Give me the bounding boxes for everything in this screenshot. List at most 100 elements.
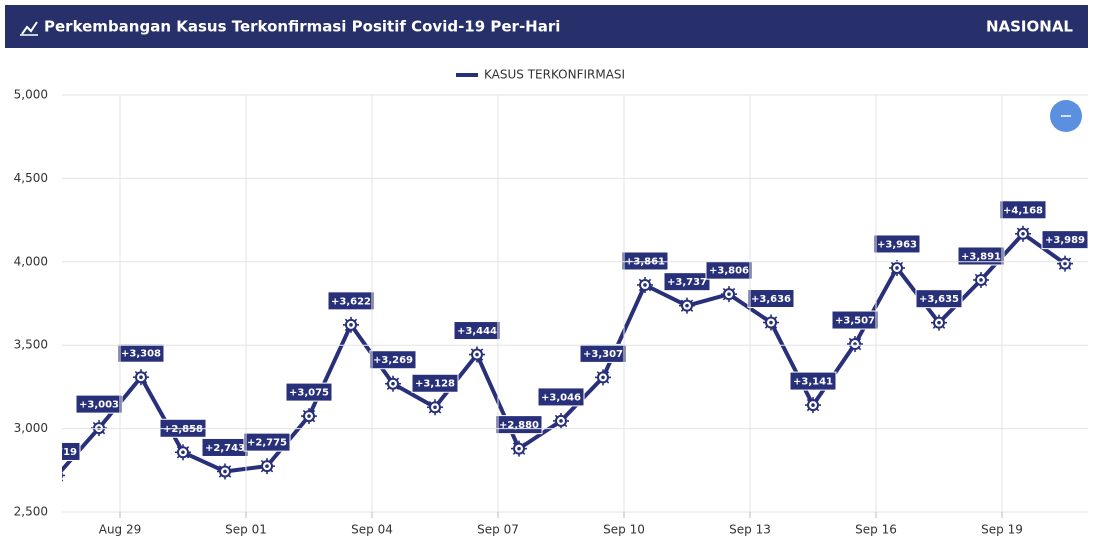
y-tick-label: 4,500 (14, 171, 48, 185)
data-label-box (411, 373, 459, 393)
data-label-box (915, 289, 963, 309)
marker-core (727, 292, 731, 296)
virus-marker (51, 469, 65, 482)
data-label-box (999, 200, 1047, 220)
data-label-box (75, 394, 123, 414)
data-label: +3,891 (961, 251, 1001, 262)
virus-marker (721, 286, 737, 303)
data-label: +2,880 (499, 420, 539, 431)
header-title: Perkembangan Kasus Terkonfirmasi Positif… (44, 18, 560, 36)
virus-marker (889, 259, 905, 276)
x-tick-label: Aug 29 (99, 523, 142, 537)
marker-spike (62, 469, 64, 472)
data-label-box (873, 234, 921, 254)
y-tick-label: 3,000 (14, 421, 48, 435)
data-label: +3,307 (583, 349, 623, 360)
legend-label: KASUS TERKONFIRMASI (484, 68, 625, 82)
marker-core (265, 464, 269, 468)
data-label-box (285, 382, 333, 402)
virus-marker (91, 420, 107, 437)
marker-core (643, 283, 647, 287)
marker-core (895, 266, 899, 270)
virus-marker (217, 463, 233, 480)
virus-marker (511, 440, 527, 457)
data-label-box (663, 272, 711, 292)
data-label: +3,989 (1045, 235, 1085, 246)
data-label-box (495, 415, 543, 435)
y-tick-label: 4,000 (14, 254, 48, 268)
marker-spike (62, 479, 64, 482)
data-label: +2,743 (205, 443, 245, 454)
virus-marker (763, 314, 779, 331)
data-label-box (747, 289, 795, 309)
plot: +2,719 +3,003 +3,308 +2,858+2,743 +2,775 +3,0… (51, 200, 1088, 482)
marker-core (769, 320, 773, 325)
marker-core (1021, 231, 1025, 236)
virus-marker (427, 399, 443, 416)
data-label: +3,075 (289, 388, 329, 399)
header-bar (5, 5, 1088, 48)
data-label: +3,507 (835, 316, 875, 327)
data-label: +3,003 (79, 400, 119, 411)
marker-spike (51, 475, 57, 481)
virus-marker (301, 408, 317, 425)
virus-marker (259, 458, 275, 475)
marker-core (685, 303, 689, 308)
virus-marker (469, 346, 485, 363)
data-label: +3,308 (121, 349, 161, 360)
data-label: +3,269 (373, 355, 413, 366)
marker-core (307, 414, 311, 418)
data-label: +3,737 (667, 277, 707, 288)
virus-marker (343, 316, 359, 333)
x-tick-label: Sep 10 (603, 523, 645, 537)
marker-core (223, 469, 227, 474)
data-label: +2,858 (163, 424, 203, 435)
data-label: +3,806 (709, 266, 749, 277)
data-label: +3,622 (331, 296, 371, 307)
data-label: +3,963 (877, 239, 917, 250)
x-tick-label: Sep 07 (477, 523, 519, 537)
data-label-box (831, 310, 879, 330)
marker-core (559, 419, 563, 423)
data-label-box (1041, 230, 1088, 250)
marker-core (391, 381, 395, 386)
marker-core (139, 375, 143, 380)
data-label: +3,141 (793, 377, 833, 388)
virus-marker (175, 444, 191, 461)
x-tick-label: Sep 16 (855, 523, 897, 537)
virus-marker (973, 271, 989, 288)
marker-core (349, 323, 353, 327)
data-label-box (117, 343, 165, 363)
data-label: +3,046 (541, 392, 581, 403)
marker-core (979, 278, 983, 282)
virus-marker (385, 375, 401, 392)
data-label-box (369, 350, 417, 370)
x-tick-label: Sep 04 (351, 523, 393, 537)
marker-core (181, 450, 185, 455)
data-label-box (579, 343, 627, 363)
data-label-box (453, 321, 501, 341)
marker-core (1063, 261, 1067, 266)
y-tick-label: 3,500 (14, 338, 48, 352)
x-tick-label: Sep 13 (729, 523, 771, 537)
marker-core (811, 403, 815, 407)
data-label: +3,128 (415, 379, 455, 390)
data-label: +3,635 (919, 294, 959, 305)
data-label-box (327, 291, 375, 311)
header-icon (21, 21, 38, 35)
virus-marker (133, 369, 149, 386)
virus-marker (595, 369, 611, 386)
virus-marker (637, 276, 653, 293)
virus-marker (679, 297, 695, 314)
marker-core (97, 426, 101, 430)
x-tick-label: Sep 19 (981, 523, 1023, 537)
data-label-box (789, 371, 837, 391)
data-label-box (243, 432, 291, 452)
marker-core (937, 320, 941, 325)
y-tick-label: 5,000 (14, 88, 48, 102)
data-label-box (957, 246, 1005, 266)
data-label-box (621, 251, 669, 271)
marker-spike (51, 470, 57, 476)
data-label-box (537, 387, 585, 407)
